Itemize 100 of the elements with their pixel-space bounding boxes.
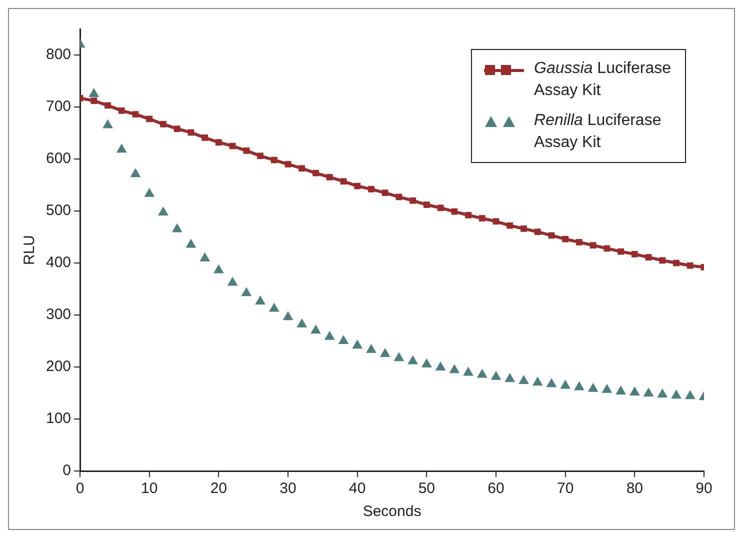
point [382, 190, 388, 196]
x-tick-label: 20 [210, 480, 228, 498]
point [534, 228, 541, 235]
x-axis-title: Seconds [362, 503, 422, 520]
point [671, 390, 682, 399]
y-tick-label: 100 [46, 410, 72, 428]
point [645, 254, 652, 260]
point [590, 242, 596, 248]
point [465, 212, 472, 218]
point [451, 208, 458, 215]
point [160, 120, 166, 128]
point [410, 197, 416, 204]
point [118, 107, 125, 114]
point [216, 139, 222, 146]
point [174, 126, 180, 132]
point [202, 134, 208, 141]
point [255, 295, 266, 304]
point [268, 302, 280, 312]
y-tick-label: 600 [46, 150, 72, 168]
point [366, 344, 376, 353]
point [296, 318, 308, 328]
point [282, 311, 294, 320]
point [659, 257, 666, 264]
point [132, 111, 139, 118]
x-tick-label: 80 [626, 480, 644, 498]
point [257, 152, 264, 160]
point [243, 148, 250, 154]
point [476, 368, 488, 378]
point [130, 168, 141, 178]
point [172, 223, 182, 232]
y-tick-label: 400 [46, 254, 72, 272]
point [380, 348, 390, 357]
x-tick-label: 50 [418, 480, 436, 498]
point [423, 202, 430, 208]
point [518, 375, 529, 384]
point [241, 287, 252, 296]
x-tick-label: 0 [76, 480, 84, 498]
point [354, 182, 361, 190]
point [368, 186, 374, 192]
point [463, 366, 474, 376]
point [298, 165, 306, 172]
point [492, 218, 500, 225]
x-tick-label: 60 [488, 480, 504, 498]
point [227, 276, 238, 286]
point [602, 384, 612, 393]
y-tick-label: 200 [46, 358, 72, 376]
point [546, 378, 557, 388]
x-tick-label: 10 [141, 480, 158, 498]
y-tick-label: 700 [46, 98, 72, 116]
point [490, 370, 502, 380]
point [504, 372, 516, 382]
point [588, 382, 598, 392]
point [629, 386, 640, 396]
point [421, 358, 432, 368]
point [284, 161, 292, 168]
point [449, 364, 460, 374]
point [673, 260, 680, 266]
point [270, 156, 278, 164]
point [631, 250, 638, 258]
point [324, 330, 335, 340]
point [144, 188, 155, 197]
point [506, 222, 514, 229]
point [643, 388, 654, 397]
point [520, 226, 527, 232]
point [560, 380, 571, 389]
legend-label: Renilla Luciferase Assay Kit [534, 111, 662, 153]
point [310, 324, 321, 334]
point [618, 248, 624, 255]
point [394, 352, 404, 362]
point [158, 206, 168, 216]
point [686, 262, 694, 269]
point [116, 144, 127, 153]
point [437, 204, 444, 212]
point [352, 340, 363, 349]
x-tick-label: 70 [556, 480, 574, 498]
point [532, 376, 543, 386]
point [576, 239, 582, 246]
y-tick-label: 800 [46, 46, 72, 64]
point [312, 170, 319, 176]
point [435, 362, 446, 371]
point [200, 252, 210, 262]
point [90, 98, 98, 104]
x-tick-label: 30 [280, 480, 296, 498]
point [657, 388, 668, 398]
point [478, 215, 486, 222]
point [616, 385, 626, 394]
x-tick-label: 90 [696, 480, 712, 498]
point [338, 335, 349, 344]
y-tick-label: 300 [46, 306, 72, 324]
point [408, 355, 418, 364]
legend-label: Gaussia Luciferase Assay Kit [534, 59, 671, 101]
point [213, 264, 224, 274]
point [562, 236, 569, 242]
point [574, 381, 584, 390]
point [186, 238, 196, 248]
point [146, 116, 153, 122]
point [340, 178, 347, 185]
y-tick-label: 500 [46, 202, 72, 220]
x-tick-label: 40 [349, 480, 366, 498]
point [684, 390, 696, 400]
